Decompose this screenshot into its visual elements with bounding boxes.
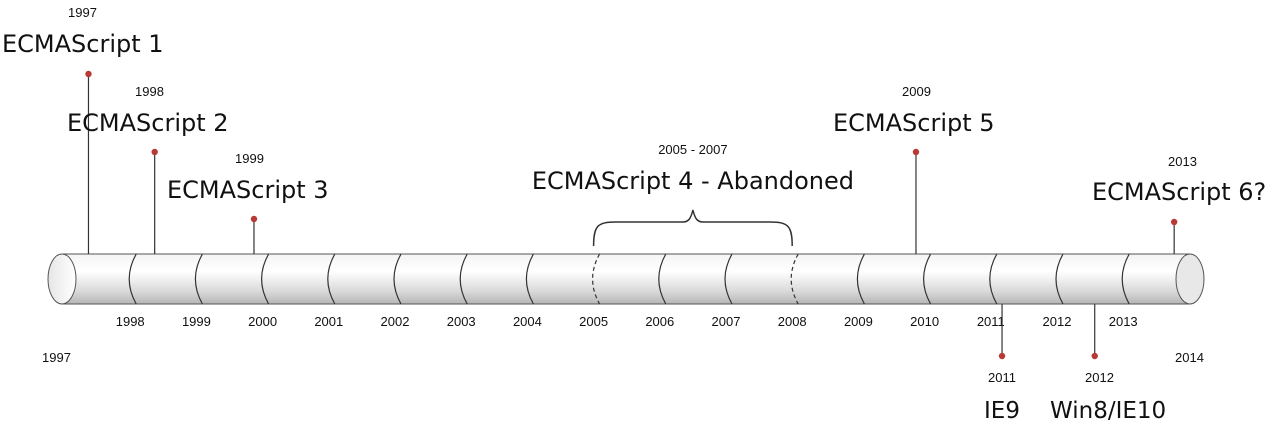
event-es1: 1997 ECMAScript 1 (2, 5, 164, 254)
span-event-title: ECMAScript 4 - Abandoned (532, 167, 854, 195)
span-event-es4: 2005 - 2007 ECMAScript 4 - Abandoned (532, 142, 854, 247)
events-below: 2011 IE9 2012 Win8/IE10 (984, 304, 1166, 424)
segment-divider (1121, 253, 1130, 305)
event-date-label: 1998 (135, 84, 164, 99)
tick-label: 1998 (116, 314, 145, 329)
tick-label: 2012 (1043, 314, 1072, 329)
timeline-bar-left-cap (47, 253, 77, 305)
tick-label: 2009 (844, 314, 873, 329)
tick-label: 2008 (778, 314, 807, 329)
tick-label: 2006 (645, 314, 674, 329)
tick-label: 2002 (381, 314, 410, 329)
timeline-start-label: 1997 (42, 350, 71, 365)
timeline-end-label: 2014 (1175, 350, 1204, 365)
event-dot (1170, 218, 1178, 226)
timeline-bar-right-cap (1175, 253, 1205, 305)
event-title: ECMAScript 1 (2, 30, 164, 58)
segment-divider (327, 253, 336, 305)
segment-divider (525, 253, 534, 305)
segment-divider (658, 253, 667, 305)
tick-label: 2003 (447, 314, 476, 329)
event-date-label: 1999 (235, 151, 264, 166)
tick-label: 2005 (579, 314, 608, 329)
tick-label: 2001 (314, 314, 343, 329)
tick-label: 2013 (1109, 314, 1138, 329)
span-event-date-label: 2005 - 2007 (658, 142, 727, 157)
segment-divider (261, 253, 270, 305)
event-dot (250, 215, 258, 223)
event-es5: 2009 ECMAScript 5 (833, 84, 995, 254)
event-es3: 1999 ECMAScript 3 (167, 151, 329, 254)
event-title: ECMAScript 6? (1092, 178, 1266, 206)
event-es2: 1998 ECMAScript 2 (67, 84, 229, 254)
event-date-label: 1997 (68, 5, 97, 20)
event-dot (85, 70, 92, 78)
segment-divider (1055, 253, 1064, 305)
span-brace (592, 209, 793, 247)
segment-divider (724, 253, 733, 305)
event-dot (151, 148, 158, 156)
event-title: ECMAScript 3 (167, 176, 329, 204)
tick-label: 2010 (910, 314, 939, 329)
event-title: ECMAScript 2 (67, 109, 229, 137)
event-dot (1091, 352, 1098, 360)
event-ie9: 2011 IE9 (984, 304, 1020, 424)
timeline-bar (61, 253, 1191, 305)
event-date-label: 2009 (902, 84, 931, 99)
event-dot (912, 148, 920, 156)
segment-divider (856, 253, 865, 305)
event-title: ECMAScript 5 (833, 109, 995, 137)
tick-label: 2000 (248, 314, 277, 329)
timeline-segments (128, 253, 1130, 305)
tick-label: 2007 (712, 314, 741, 329)
event-date-label: 2012 (1085, 370, 1114, 385)
segment-divider (989, 253, 998, 305)
tick-label: 2011 (977, 314, 1005, 329)
events-above: 1997 ECMAScript 1 1998 ECMAScript 2 1999 ECMA… (2, 5, 1266, 254)
tick-label: 2004 (513, 314, 542, 329)
segment-divider (459, 253, 468, 305)
event-dot (998, 352, 1006, 360)
segment-divider (128, 253, 137, 305)
year-tick-labels: 1998 1999 2000 2001 2002 2003 2004 2005 2006 2007… (116, 314, 1138, 329)
segment-divider (194, 253, 203, 305)
segment-divider (923, 253, 932, 305)
event-es6: 2013 ECMAScript 6? (1092, 154, 1266, 254)
event-title: IE9 (984, 398, 1020, 424)
event-win8: 2012 Win8/IE10 (1050, 304, 1166, 424)
segment-divider (393, 253, 402, 305)
tick-label: 1999 (182, 314, 211, 329)
event-date-label: 2011 (988, 370, 1016, 385)
event-date-label: 2013 (1168, 154, 1197, 169)
event-title: Win8/IE10 (1050, 398, 1166, 424)
